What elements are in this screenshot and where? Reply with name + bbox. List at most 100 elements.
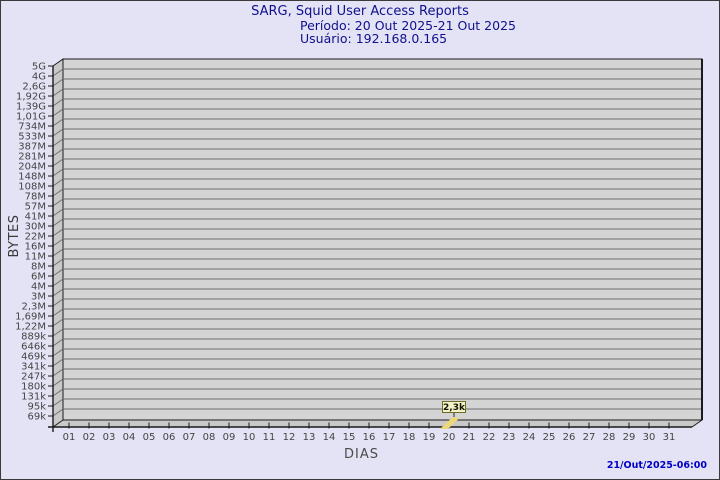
y-tick-label: 11M xyxy=(25,252,46,263)
y-tick-label: 108M xyxy=(18,182,46,193)
wall-diagonal xyxy=(52,258,64,267)
x-tick-label: 03 xyxy=(103,432,116,443)
wall-diagonal xyxy=(52,268,64,277)
x-tick-label: 19 xyxy=(423,432,436,443)
y-tick-label: 41M xyxy=(25,212,46,223)
y-tick-label: 4M xyxy=(31,282,46,293)
wall-diagonal xyxy=(52,408,64,417)
wall-diagonal xyxy=(52,378,64,387)
wall-diagonal xyxy=(52,248,64,257)
y-tick-label: 131k xyxy=(21,392,46,403)
wall-diagonal xyxy=(52,178,64,187)
y-tick-label: 2,3M xyxy=(21,302,46,313)
x-tick-label: 02 xyxy=(83,432,96,443)
x-tick-label: 27 xyxy=(583,432,596,443)
wall-diagonal xyxy=(52,168,64,177)
chart-user: Usuário: 192.168.0.165 xyxy=(300,31,448,46)
wall-diagonal xyxy=(52,298,64,307)
y-tick-label: 8M xyxy=(31,262,46,273)
x-tick-label: 04 xyxy=(123,432,136,443)
y-tick-label: 30M xyxy=(25,222,46,233)
x-tick-label: 06 xyxy=(163,432,176,443)
x-tick-label: 11 xyxy=(263,432,276,443)
wall-diagonal xyxy=(52,218,64,227)
x-tick-label: 13 xyxy=(303,432,316,443)
wall-diagonal xyxy=(52,318,64,327)
chart-title: SARG, Squid User Access Reports xyxy=(251,4,469,19)
x-tick-label: 17 xyxy=(383,432,396,443)
wall-diagonal xyxy=(52,78,64,87)
y-tick-label: 1,69M xyxy=(15,312,46,323)
wall-diagonal xyxy=(52,348,64,357)
x-tick-label: 26 xyxy=(563,432,576,443)
y-tick-label: 1,39G xyxy=(16,102,46,113)
wall-diagonal xyxy=(52,108,64,117)
wall-diagonal xyxy=(52,358,64,367)
x-tick-label: 22 xyxy=(483,432,496,443)
x-tick-label: 20 xyxy=(443,432,456,443)
x-tick-label: 28 xyxy=(603,432,616,443)
y-tick-label: 1,01G xyxy=(16,112,46,123)
y-tick-label: 148M xyxy=(18,172,46,183)
y-tick-label: 387M xyxy=(18,142,46,153)
x-tick-label: 12 xyxy=(283,432,296,443)
wall-diagonal xyxy=(52,118,64,127)
x-tick-label: 25 xyxy=(543,432,556,443)
x-tick-label: 15 xyxy=(343,432,356,443)
data-bar xyxy=(440,417,460,429)
y-tick-label: 533M xyxy=(18,132,46,143)
y-tick-label: 4G xyxy=(32,72,46,83)
y-tick-label: 69k xyxy=(27,412,46,423)
wall-diagonal xyxy=(52,148,64,157)
y-tick-label: 734M xyxy=(18,122,46,133)
right-corner-edge xyxy=(691,419,703,428)
y-tick-label: 204M xyxy=(18,162,46,173)
wall-diagonal xyxy=(52,58,64,67)
y-tick-label: 22M xyxy=(25,232,46,243)
x-tick-label: 07 xyxy=(183,432,196,443)
wall-diagonal xyxy=(52,98,64,107)
x-tick-label: 31 xyxy=(663,432,676,443)
wall-diagonal xyxy=(52,188,64,197)
x-tick-label: 16 xyxy=(363,432,376,443)
y-tick-label: 6M xyxy=(31,272,46,283)
x-tick-label: 24 xyxy=(523,432,536,443)
annotation-label: 2,3k xyxy=(443,403,466,413)
y-tick-label: 180k xyxy=(21,382,46,393)
y-tick-label: 341k xyxy=(21,362,46,373)
wall-diagonal xyxy=(52,338,64,347)
plot-floor xyxy=(53,420,702,427)
y-tick-label: 281M xyxy=(18,152,46,163)
wall-diagonal xyxy=(52,128,64,137)
x-tick-label: 21 xyxy=(463,432,476,443)
wall-diagonal xyxy=(52,208,64,217)
chart-period: Período: 20 Out 2025-21 Out 2025 xyxy=(300,18,516,33)
wall-diagonal xyxy=(52,398,64,407)
y-axis-title: BYTES xyxy=(7,214,22,258)
x-tick-label: 18 xyxy=(403,432,416,443)
wall-diagonal xyxy=(52,308,64,317)
x-tick-label: 29 xyxy=(623,432,636,443)
x-axis-title: DIAS xyxy=(344,447,379,462)
wall-diagonal xyxy=(52,388,64,397)
x-tick-label: 14 xyxy=(323,432,336,443)
x-tick-label: 23 xyxy=(503,432,516,443)
y-tick-label: 469k xyxy=(21,352,46,363)
x-tick-label: 10 xyxy=(243,432,256,443)
y-tick-label: 889k xyxy=(21,332,46,343)
wall-diagonal xyxy=(52,198,64,207)
wall-diagonal xyxy=(52,88,64,97)
wall-diagonal xyxy=(52,228,64,237)
y-tick-label: 5G xyxy=(32,62,46,73)
y-tick-label: 95k xyxy=(27,402,46,413)
x-tick-label: 09 xyxy=(223,432,236,443)
x-tick-label: 05 xyxy=(143,432,156,443)
wall-diagonal xyxy=(52,158,64,167)
x-tick-label: 30 xyxy=(643,432,656,443)
wall-diagonal xyxy=(52,328,64,337)
y-tick-label: 16M xyxy=(25,242,46,253)
y-tick-label: 646k xyxy=(21,342,46,353)
wall-diagonal xyxy=(52,68,64,77)
y-tick-label: 2,6G xyxy=(22,82,46,93)
